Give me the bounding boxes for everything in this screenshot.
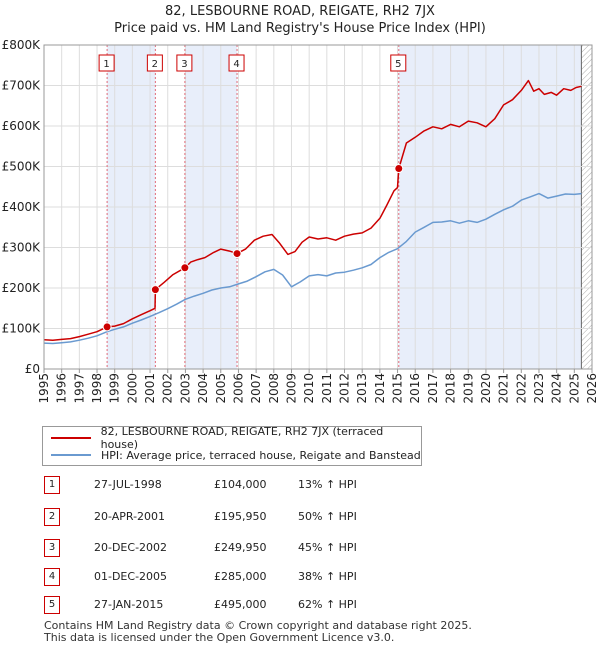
transaction-price: £495,000 xyxy=(214,598,267,611)
transaction-hpi-change: 38% ↑ HPI xyxy=(298,570,357,583)
x-tick-label: 2020 xyxy=(479,373,493,404)
transaction-date: 27-JUL-1998 xyxy=(94,478,162,491)
sale-number-box xyxy=(228,54,245,72)
sale-number-label: 5 xyxy=(395,59,401,70)
legend-hpi-swatch xyxy=(51,454,91,456)
x-tick-label: 1997 xyxy=(72,373,86,404)
x-tick-label: 2012 xyxy=(338,373,352,404)
property-price-line xyxy=(43,79,582,341)
x-tick-label: 1998 xyxy=(90,373,104,404)
y-tick-label: £800K xyxy=(2,38,42,52)
transaction-price: £195,950 xyxy=(214,510,267,523)
x-tick-label: 2009 xyxy=(284,373,298,404)
legend-hpi-label: HPI: Average price, terraced house, Reig… xyxy=(101,448,421,462)
transaction-row: 3 20-DEC-2002 £249,950 45% ↑ HPI xyxy=(42,539,562,559)
x-tick-label: 2001 xyxy=(143,373,157,404)
footer-attribution: Contains HM Land Registry data © Crown c… xyxy=(44,620,472,644)
sale-point xyxy=(102,322,112,332)
x-tick-label: 2023 xyxy=(532,373,546,404)
y-tick-label: £0 xyxy=(25,362,40,376)
legend-item-property: 82, LESBOURNE ROAD, REIGATE, RH2 7JX (te… xyxy=(51,425,421,451)
chart-title-line1: 82, LESBOURNE ROAD, REIGATE, RH2 7JX xyxy=(165,4,435,19)
sale-point xyxy=(150,285,160,295)
x-tick-label: 2003 xyxy=(178,373,192,404)
x-tick-label: 2022 xyxy=(514,373,528,404)
x-tick-label: 2007 xyxy=(249,373,263,404)
x-tick-label: 2026 xyxy=(585,373,599,404)
x-tick-label: 2013 xyxy=(355,373,369,404)
transaction-number-badge: 5 xyxy=(44,596,60,614)
transaction-hpi-change: 45% ↑ HPI xyxy=(298,541,357,554)
legend-property-label: 82, LESBOURNE ROAD, REIGATE, RH2 7JX (te… xyxy=(100,425,384,451)
transaction-number-badge: 1 xyxy=(44,476,60,494)
x-tick-label: 1999 xyxy=(108,373,122,404)
footer-licence: This data is licensed under the Open Gov… xyxy=(44,631,395,644)
sale-number-box xyxy=(176,54,193,72)
x-tick-label: 2014 xyxy=(373,373,387,404)
y-tick-label: £300K xyxy=(2,241,42,255)
legend: 82, LESBOURNE ROAD, REIGATE, RH2 7JX (te… xyxy=(42,425,422,466)
transaction-row: 1 27-JUL-1998 £104,000 13% ↑ HPI xyxy=(42,476,562,496)
price-chart: 1 2 3 4 5 £0 £100K £200K £300K £400K £500K £600K £7… xyxy=(2,38,599,404)
sale-number-label: 1 xyxy=(103,59,109,70)
x-tick-label: 2000 xyxy=(125,373,139,404)
sale-number-label: 4 xyxy=(233,59,239,70)
plot-frame xyxy=(43,44,593,370)
chart-title-line2: Price paid vs. HM Land Registry's House … xyxy=(114,21,486,36)
sale-number-label: 2 xyxy=(152,59,158,70)
x-tick-label: 2005 xyxy=(214,373,228,404)
x-tick-label: 2010 xyxy=(302,373,316,404)
x-tick-label: 1996 xyxy=(55,373,69,404)
transaction-price: £249,950 xyxy=(214,541,267,554)
transaction-row: 4 01-DEC-2005 £285,000 38% ↑ HPI xyxy=(42,568,562,588)
x-tick-label: 2006 xyxy=(231,373,245,404)
y-tick-label: £200K xyxy=(2,281,42,295)
transaction-date: 20-APR-2001 xyxy=(94,510,166,523)
hpi-line xyxy=(43,192,582,345)
x-tick-label: 2004 xyxy=(196,373,210,404)
transaction-row: 5 27-JAN-2015 £495,000 62% ↑ HPI xyxy=(42,596,562,616)
transaction-date: 20-DEC-2002 xyxy=(94,541,168,554)
sale-point xyxy=(394,164,404,174)
transaction-number-badge: 3 xyxy=(44,539,60,557)
y-tick-label: £500K xyxy=(2,160,42,174)
sale-number-label: 3 xyxy=(181,59,187,70)
legend-item-hpi: HPI: Average price, terraced house, Reig… xyxy=(51,447,421,463)
x-tick-label: 2016 xyxy=(408,373,422,404)
x-tick-label: 2018 xyxy=(444,373,458,404)
x-tick-label: 2019 xyxy=(461,373,475,404)
sale-number-box xyxy=(390,54,407,72)
x-tick-label: 2024 xyxy=(550,373,564,404)
x-tick-label: 2008 xyxy=(267,373,281,404)
sale-number-box xyxy=(146,54,163,72)
x-tick-label: 2025 xyxy=(567,373,581,404)
y-tick-label: £100K xyxy=(2,322,42,336)
x-tick-label: 2017 xyxy=(426,373,440,404)
transaction-number-badge: 2 xyxy=(44,508,60,526)
transaction-hpi-change: 62% ↑ HPI xyxy=(298,598,357,611)
transaction-hpi-change: 50% ↑ HPI xyxy=(298,510,357,523)
transaction-row: 2 20-APR-2001 £195,950 50% ↑ HPI xyxy=(42,508,562,528)
transaction-date: 27-JAN-2015 xyxy=(94,598,164,611)
sale-point xyxy=(232,249,242,259)
y-tick-label: £400K xyxy=(2,200,42,214)
y-tick-label: £600K xyxy=(2,119,42,133)
legend-property-swatch xyxy=(51,437,91,439)
transaction-date: 01-DEC-2005 xyxy=(94,570,168,583)
x-tick-label: 2021 xyxy=(497,373,511,404)
y-tick-label: £700K xyxy=(2,79,42,93)
x-tick-label: 2011 xyxy=(320,373,334,404)
transaction-price: £285,000 xyxy=(214,570,267,583)
sale-point xyxy=(180,263,190,273)
x-tick-label: 2015 xyxy=(391,373,405,404)
x-tick-label: 2002 xyxy=(161,373,175,404)
x-tick-label: 1995 xyxy=(37,373,51,404)
transaction-number-badge: 4 xyxy=(44,568,60,586)
transaction-hpi-change: 13% ↑ HPI xyxy=(298,478,357,491)
footer-copyright: Contains HM Land Registry data © Crown c… xyxy=(44,619,472,632)
sale-number-box xyxy=(98,54,115,72)
transaction-price: £104,000 xyxy=(214,478,267,491)
